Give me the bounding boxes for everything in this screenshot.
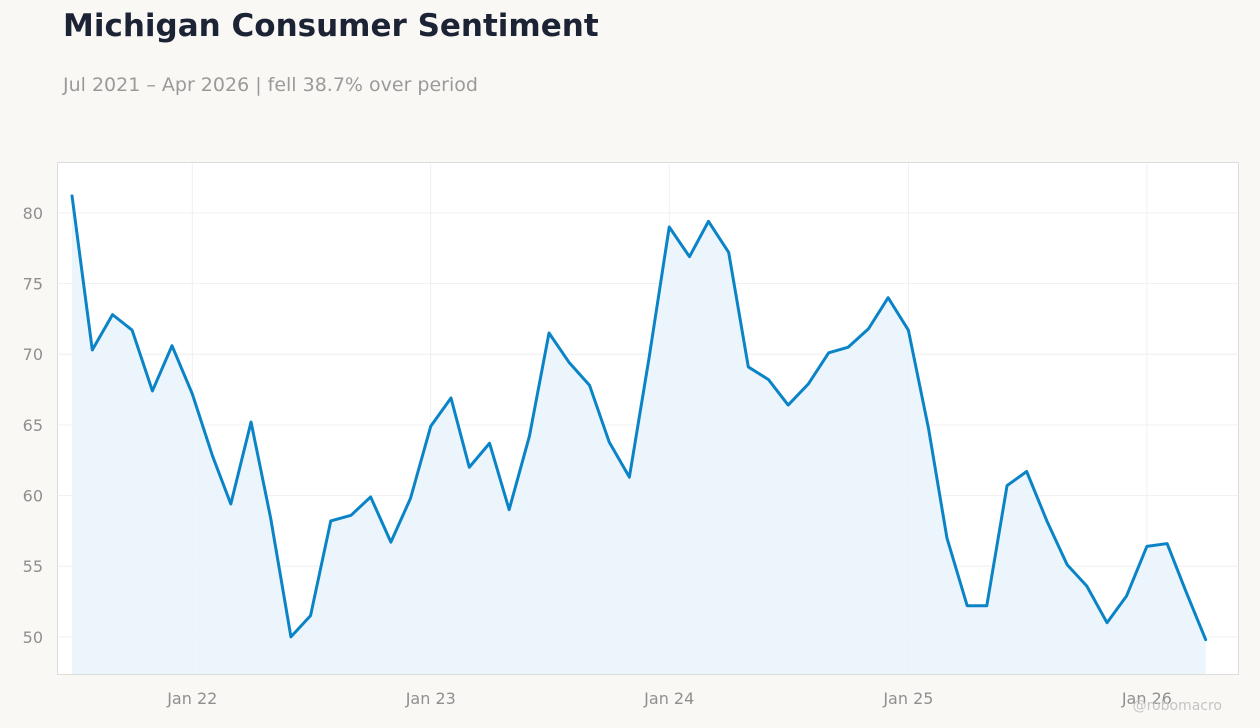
x-tick-label: Jan 23	[405, 689, 456, 708]
series-line	[70, 194, 1208, 642]
x-axis-ticks: Jan 22 Jan 23 Jan 24 Jan 25 Jan 26	[166, 689, 1172, 708]
y-tick-label: 80	[23, 204, 43, 223]
y-tick-label: 60	[23, 487, 43, 506]
watermark: @robomacro	[1132, 698, 1222, 714]
x-tick-label: Jan 25	[882, 689, 933, 708]
x-tick-label: Jan 26	[1121, 689, 1172, 708]
y-tick-label: 50	[23, 628, 43, 647]
plot-frame	[57, 162, 1239, 675]
chart-subtitle: Jul 2021 – Apr 2026 | fell 38.7% over pe…	[63, 74, 478, 96]
x-tick-label: Jan 24	[643, 689, 694, 708]
y-tick-label: 55	[23, 557, 43, 576]
x-tick-label: Jan 22	[166, 689, 217, 708]
chart-title: Michigan Consumer Sentiment	[63, 8, 599, 44]
y-axis-ticks: 50 55 60 65 70 75 80	[23, 204, 43, 647]
area-fill	[72, 195, 1206, 676]
y-tick-label: 65	[23, 416, 43, 435]
y-tick-label: 75	[23, 275, 43, 294]
y-tick-label: 70	[23, 345, 43, 364]
